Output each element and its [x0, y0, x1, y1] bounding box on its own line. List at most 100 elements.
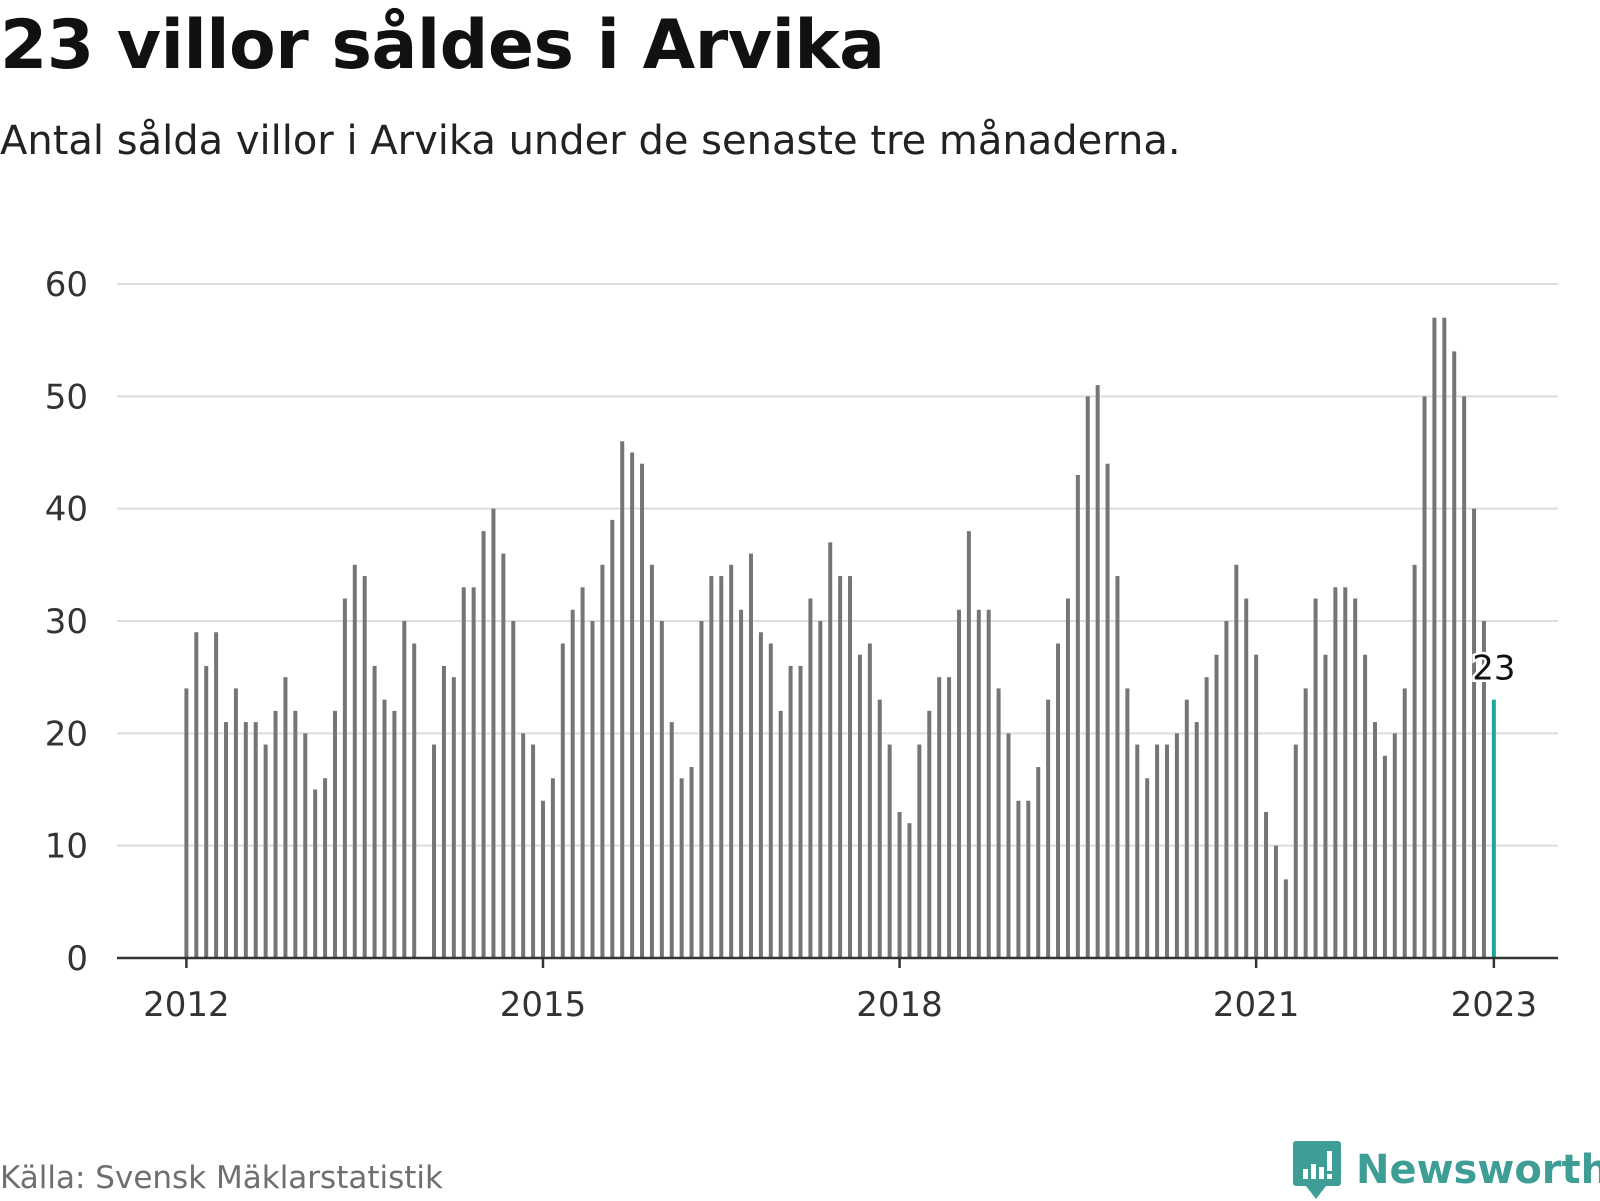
bar	[1204, 677, 1209, 958]
bar	[630, 452, 635, 958]
x-tick-label: 2021	[1213, 985, 1300, 1025]
bar	[184, 688, 189, 958]
bar	[303, 733, 308, 958]
bar	[778, 710, 783, 958]
bar	[1382, 755, 1387, 958]
bar	[600, 564, 605, 958]
bar	[1095, 385, 1100, 959]
bar	[1353, 598, 1358, 958]
bar	[392, 710, 397, 958]
bar	[1006, 733, 1011, 958]
bar	[1313, 598, 1318, 958]
bar	[1164, 744, 1169, 958]
bar	[937, 677, 942, 958]
bar	[1432, 317, 1437, 958]
bar	[441, 665, 446, 958]
bar	[1462, 396, 1467, 958]
bar	[640, 463, 645, 958]
y-tick-label: 10	[45, 827, 88, 867]
bar	[748, 553, 753, 958]
chart-subtitle: Antal sålda villor i Arvika under de sen…	[0, 118, 1181, 164]
bar	[798, 665, 803, 958]
bar	[739, 609, 744, 958]
bar	[511, 621, 516, 958]
y-tick-label: 60	[45, 265, 88, 305]
bar	[1422, 396, 1427, 958]
y-tick-label: 40	[45, 490, 88, 530]
last-value-label: 23	[1472, 649, 1515, 689]
bar	[1056, 643, 1061, 958]
bar	[332, 710, 337, 958]
bar	[669, 722, 674, 958]
bar	[382, 699, 387, 958]
bar	[540, 800, 545, 958]
bar	[867, 643, 872, 958]
bar	[1412, 564, 1417, 958]
bar	[758, 632, 763, 958]
bar	[808, 598, 813, 958]
bar	[501, 553, 506, 958]
bar	[1155, 744, 1160, 958]
bar	[1184, 699, 1189, 958]
bar	[1264, 811, 1269, 958]
brand-name: Newsworthy	[1356, 1147, 1600, 1193]
bar	[620, 441, 625, 958]
bar	[243, 722, 248, 958]
bar	[342, 598, 347, 958]
bar	[273, 710, 278, 958]
bar	[788, 665, 793, 958]
bar	[1303, 688, 1308, 958]
bar	[1392, 733, 1397, 958]
bar	[1283, 879, 1288, 958]
bar	[570, 609, 575, 958]
bar	[461, 587, 466, 958]
bar	[818, 621, 823, 958]
x-tick-label: 2015	[500, 985, 587, 1025]
bar	[580, 587, 585, 958]
bar	[709, 576, 714, 958]
bar	[857, 654, 862, 958]
bar	[610, 519, 615, 958]
bar	[224, 722, 229, 958]
bar	[679, 778, 684, 958]
bar	[1046, 699, 1051, 958]
bar	[897, 811, 902, 958]
bar	[1224, 621, 1229, 958]
bar	[1145, 778, 1150, 958]
bar	[768, 643, 773, 958]
bar	[1115, 576, 1120, 958]
bar	[1323, 654, 1328, 958]
bar	[1135, 744, 1140, 958]
bar	[432, 744, 437, 958]
bar	[719, 576, 724, 958]
bar	[1174, 733, 1179, 958]
bar	[838, 576, 843, 958]
bar	[531, 744, 536, 958]
bar	[590, 621, 595, 958]
bar	[907, 823, 912, 958]
bar	[699, 621, 704, 958]
bar	[1194, 722, 1199, 958]
bar	[1363, 654, 1368, 958]
bar	[352, 564, 357, 958]
bar	[1273, 845, 1278, 958]
x-tick-label: 2018	[856, 985, 943, 1025]
bar	[649, 564, 654, 958]
bar	[402, 621, 407, 958]
bar	[927, 710, 932, 958]
bar	[283, 677, 288, 958]
bar	[521, 733, 526, 958]
bar	[372, 665, 377, 958]
bar	[194, 632, 199, 958]
bar	[560, 643, 565, 958]
bar	[263, 744, 268, 958]
bar	[204, 665, 209, 958]
bar	[1065, 598, 1070, 958]
newsworthy-icon	[1293, 1141, 1341, 1199]
bar	[313, 789, 318, 958]
bar	[947, 677, 952, 958]
bar	[323, 778, 328, 958]
bar	[1343, 587, 1348, 958]
source-note: Källa: Svensk Mäklarstatistik	[0, 1160, 443, 1196]
x-tick-label: 2012	[143, 985, 230, 1025]
